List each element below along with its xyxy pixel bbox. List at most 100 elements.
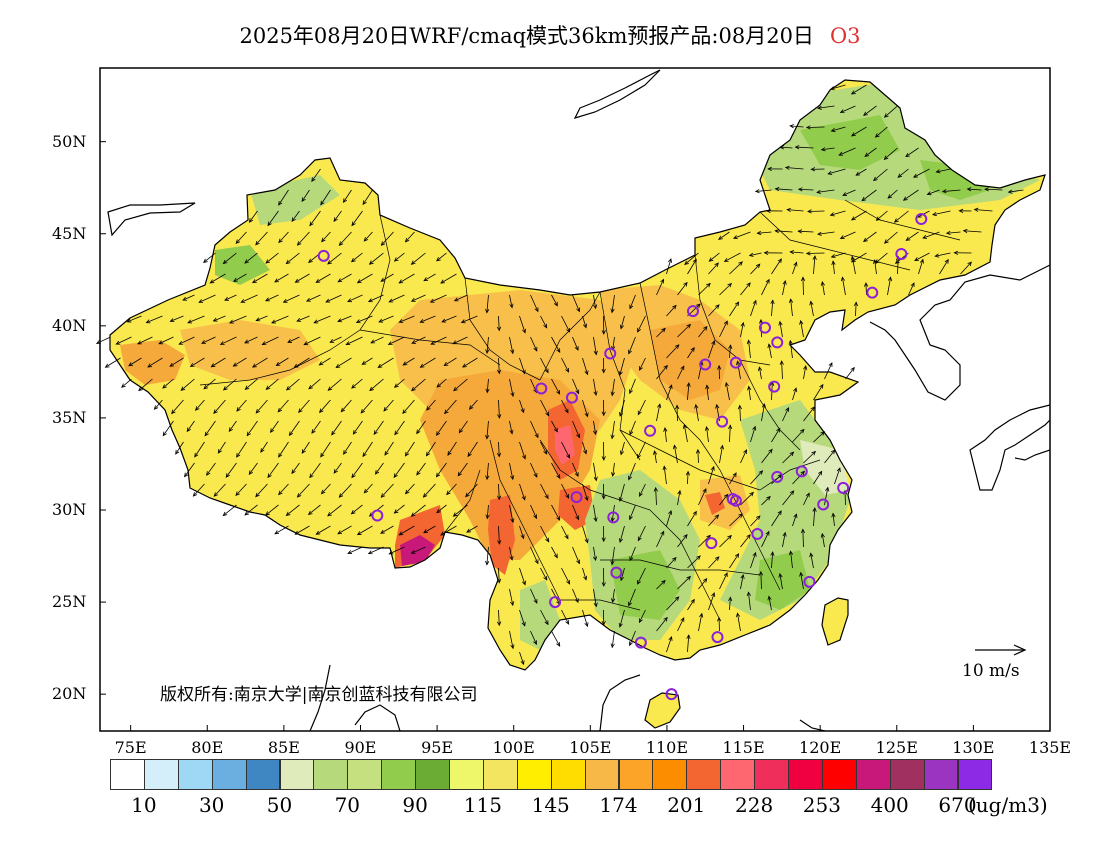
wind-arrow bbox=[306, 294, 321, 302]
wind-arrow bbox=[303, 336, 321, 346]
wind-arrow bbox=[788, 298, 794, 317]
wind-arrow bbox=[687, 258, 697, 275]
wind-arrow bbox=[639, 609, 646, 624]
wind-arrow bbox=[275, 357, 289, 367]
wind-arrow bbox=[601, 441, 606, 461]
wind-arrow bbox=[902, 189, 919, 201]
wind-arrow bbox=[270, 420, 279, 434]
wind-arrow bbox=[740, 534, 751, 548]
wind-arrow bbox=[812, 255, 817, 275]
wind-arrow bbox=[540, 567, 548, 581]
wind-arrow bbox=[441, 315, 457, 323]
wind-arrow bbox=[362, 189, 373, 206]
site-marker bbox=[729, 356, 742, 369]
site-marker bbox=[803, 575, 816, 588]
wind-arrow bbox=[378, 315, 394, 323]
wind-arrow bbox=[251, 357, 268, 368]
wind-arrow bbox=[789, 124, 804, 129]
wind-arrow bbox=[251, 273, 268, 284]
site-marker bbox=[549, 596, 562, 609]
wind-arrow bbox=[853, 301, 859, 317]
wind-arrow bbox=[551, 630, 561, 647]
colorbar-cell bbox=[855, 759, 891, 790]
wind-arrow bbox=[485, 462, 490, 481]
wind-arrow bbox=[761, 278, 770, 296]
wind-arrow bbox=[509, 420, 514, 435]
wind-arrow bbox=[717, 616, 722, 632]
wind-arrow bbox=[246, 420, 258, 437]
wind-arrow bbox=[619, 567, 625, 582]
wind-arrow bbox=[572, 588, 579, 604]
lon-tick-label: 80E bbox=[191, 738, 224, 757]
wind-arrow bbox=[639, 357, 646, 371]
wind-arrow bbox=[807, 209, 825, 214]
wind-arrow bbox=[248, 210, 258, 223]
colorbar-cell bbox=[821, 759, 857, 790]
wind-arrow bbox=[729, 472, 737, 485]
wind-arrow bbox=[629, 378, 636, 395]
wind-arrow bbox=[792, 261, 798, 275]
wind-arrow bbox=[740, 449, 748, 464]
wind-arrow bbox=[698, 325, 708, 338]
wind-arrow bbox=[235, 231, 247, 244]
wind-arrow bbox=[126, 315, 142, 323]
wind-arrow bbox=[440, 525, 457, 536]
wind-arrow bbox=[411, 378, 426, 392]
wind-arrow bbox=[388, 294, 405, 303]
lon-tick-label: 95E bbox=[421, 738, 454, 757]
wind-arrow bbox=[792, 428, 805, 443]
lon-tick-label: 125E bbox=[875, 738, 918, 757]
wind-arrow bbox=[561, 525, 569, 540]
wind-arrow bbox=[601, 567, 606, 587]
wind-arrow bbox=[619, 441, 625, 456]
wind-arrow bbox=[820, 281, 825, 296]
wind-arrow bbox=[677, 617, 685, 632]
wind-arrow bbox=[926, 189, 940, 196]
wind-arrow bbox=[782, 531, 787, 548]
wind-arrow bbox=[519, 441, 526, 460]
wind-arrow bbox=[210, 357, 226, 368]
wind-arrow bbox=[687, 555, 701, 569]
wind-arrow bbox=[509, 546, 514, 561]
wind-arrow bbox=[561, 315, 571, 333]
site-marker bbox=[705, 537, 718, 550]
wind-arrow bbox=[171, 399, 184, 415]
wind-arrow bbox=[356, 273, 373, 284]
wind-arrow bbox=[530, 630, 537, 646]
wind-arrow bbox=[932, 210, 951, 217]
wind-arrow bbox=[540, 357, 549, 374]
wind-arrow bbox=[404, 231, 415, 243]
wind-arrow bbox=[410, 504, 426, 517]
wind-arrow bbox=[728, 344, 733, 359]
wind-arrow bbox=[402, 399, 415, 415]
wind-arrow bbox=[656, 616, 668, 632]
wind-arrow bbox=[540, 441, 548, 455]
wind-arrow bbox=[813, 431, 825, 443]
lon-tick-label: 130E bbox=[952, 738, 995, 757]
wind-arrow bbox=[458, 420, 468, 434]
wind-arrow bbox=[265, 294, 279, 302]
wind-arrow bbox=[423, 525, 436, 534]
wind-arrow bbox=[817, 105, 835, 110]
wind-arrow bbox=[729, 553, 740, 569]
wind-arrow bbox=[611, 588, 616, 604]
wind-arrow bbox=[874, 126, 888, 138]
wind-arrow bbox=[672, 444, 678, 464]
wind-arrow bbox=[851, 126, 867, 137]
wind-arrow bbox=[362, 441, 373, 458]
site-marker bbox=[699, 358, 712, 371]
wind-arrow bbox=[708, 340, 716, 359]
wind-arrow bbox=[611, 462, 616, 477]
wind-arrow bbox=[162, 378, 174, 389]
wind-arrow bbox=[677, 489, 682, 506]
wind-arrow bbox=[582, 525, 589, 544]
wind-arrow bbox=[345, 336, 363, 346]
wind-arrow bbox=[519, 525, 525, 540]
wind-arrow bbox=[782, 451, 795, 464]
wind-arrow bbox=[656, 403, 662, 422]
wind-arrow bbox=[805, 125, 825, 130]
wind-arrow bbox=[799, 571, 804, 590]
wind-arrow bbox=[373, 420, 384, 435]
map-title: 2025年08月20日WRF/cmaq模式36km预报产品:08月20日 O3 bbox=[0, 20, 1100, 50]
wind-arrow bbox=[698, 577, 708, 590]
